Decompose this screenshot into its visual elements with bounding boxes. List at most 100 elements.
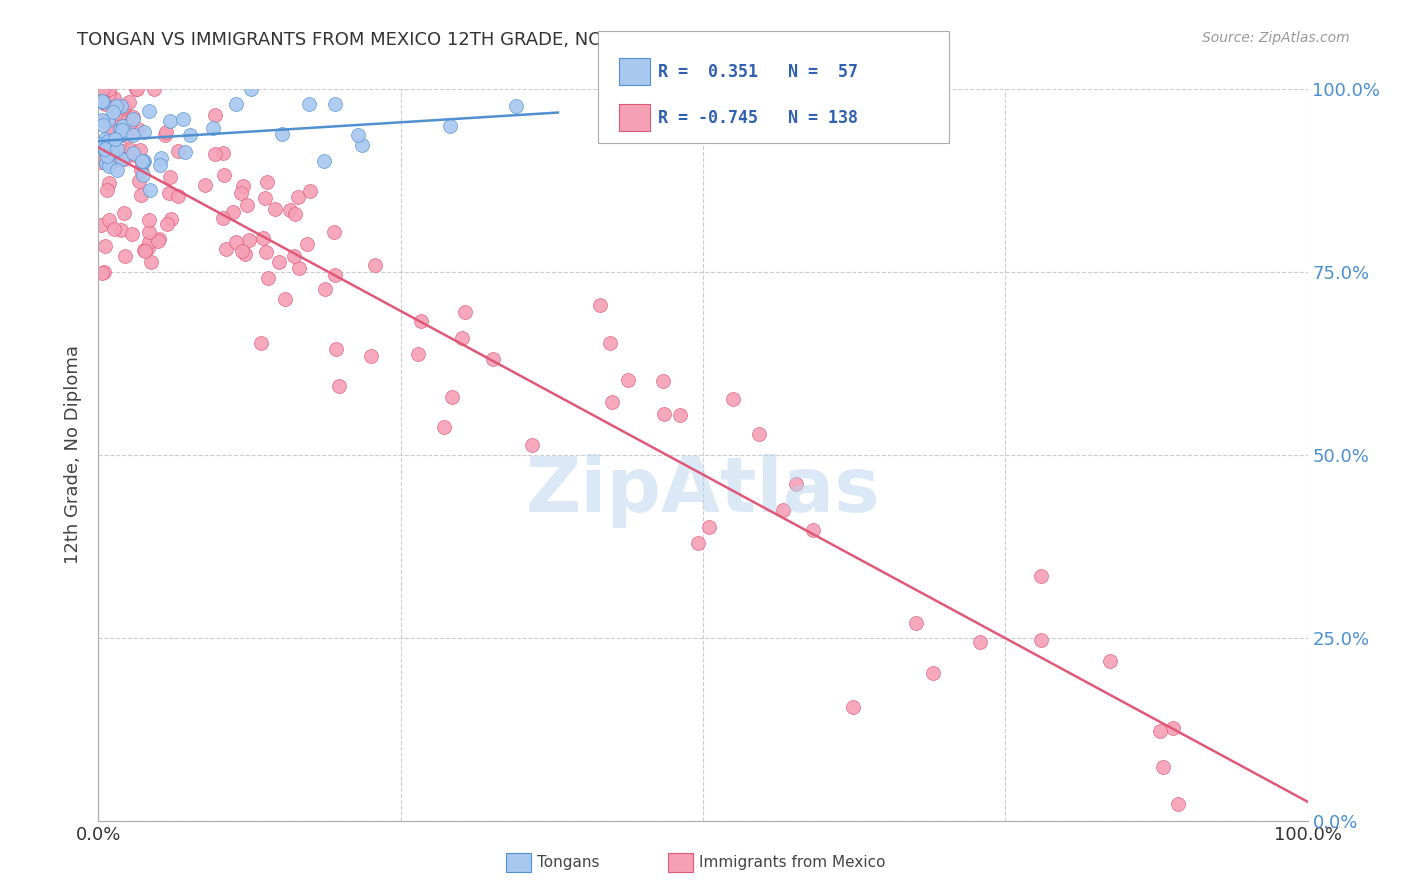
Point xyxy=(105,148,128,162)
Point xyxy=(104,153,127,167)
Point xyxy=(617,373,640,387)
Text: R = -0.745   N = 138: R = -0.745 N = 138 xyxy=(658,109,858,127)
Point xyxy=(112,99,135,113)
Point xyxy=(134,244,156,258)
Point xyxy=(111,152,134,166)
Point xyxy=(91,118,114,132)
Point xyxy=(1149,723,1171,738)
Point xyxy=(97,176,120,190)
Point xyxy=(229,186,252,200)
Text: Source: ZipAtlas.com: Source: ZipAtlas.com xyxy=(1202,31,1350,45)
Point xyxy=(93,114,115,128)
Point xyxy=(97,213,120,227)
Point xyxy=(96,183,118,197)
Point xyxy=(224,235,246,250)
Point xyxy=(252,231,274,245)
Point xyxy=(772,503,794,517)
Point xyxy=(129,162,152,177)
Point xyxy=(697,520,720,534)
Point xyxy=(125,82,148,96)
Point xyxy=(520,438,543,452)
Point xyxy=(1099,654,1122,668)
Point xyxy=(599,336,621,351)
Point xyxy=(136,241,159,255)
Point xyxy=(97,112,120,127)
Point xyxy=(174,145,197,159)
Text: Tongans: Tongans xyxy=(537,855,599,870)
Point xyxy=(138,225,160,239)
Point xyxy=(904,615,927,630)
Point xyxy=(101,136,124,151)
Point xyxy=(104,98,127,112)
Point xyxy=(150,151,173,165)
Point xyxy=(132,153,155,168)
Point xyxy=(90,150,112,164)
Point xyxy=(231,244,253,258)
Point xyxy=(194,178,217,193)
Point xyxy=(314,282,336,296)
Point xyxy=(138,104,160,119)
Point xyxy=(134,243,156,257)
Point xyxy=(121,227,143,241)
Point xyxy=(1029,569,1052,583)
Point xyxy=(505,99,527,113)
Point xyxy=(240,82,263,96)
Point xyxy=(118,116,141,130)
Point xyxy=(97,159,120,173)
Point xyxy=(669,409,692,423)
Point xyxy=(352,138,374,153)
Point xyxy=(90,136,112,151)
Point xyxy=(273,292,295,306)
Y-axis label: 12th Grade, No Diploma: 12th Grade, No Diploma xyxy=(65,345,83,565)
Point xyxy=(128,174,150,188)
Point xyxy=(166,144,188,158)
Point xyxy=(166,189,188,203)
Point xyxy=(105,162,128,177)
Point xyxy=(112,145,135,159)
Point xyxy=(347,128,370,142)
Point xyxy=(204,108,226,122)
Point xyxy=(257,271,280,285)
Point xyxy=(155,125,177,139)
Point xyxy=(110,222,132,236)
Point xyxy=(139,255,162,269)
Point xyxy=(432,420,454,434)
Text: Immigrants from Mexico: Immigrants from Mexico xyxy=(699,855,886,870)
Point xyxy=(101,104,124,119)
Point xyxy=(159,170,181,185)
Point xyxy=(723,392,745,406)
Point xyxy=(108,128,131,143)
Point xyxy=(121,112,143,126)
Point xyxy=(112,153,135,167)
Point xyxy=(115,128,138,143)
Point xyxy=(264,202,287,216)
Point xyxy=(149,158,172,172)
Point xyxy=(93,142,115,156)
Point xyxy=(271,127,294,141)
Point xyxy=(322,225,344,239)
Point xyxy=(94,96,117,111)
Point xyxy=(172,112,194,127)
Point xyxy=(686,536,709,550)
Point xyxy=(801,523,824,537)
Point xyxy=(101,145,124,159)
Point xyxy=(131,157,153,171)
Point xyxy=(236,197,259,211)
Point xyxy=(93,265,115,279)
Point xyxy=(111,120,134,134)
Text: R =  0.351   N =  57: R = 0.351 N = 57 xyxy=(658,62,858,80)
Point xyxy=(146,234,169,248)
Point xyxy=(214,168,236,182)
Point xyxy=(138,213,160,227)
Point xyxy=(103,222,125,236)
Point xyxy=(103,91,125,105)
Point xyxy=(222,204,245,219)
Point xyxy=(104,105,127,120)
Point xyxy=(288,260,311,275)
Point xyxy=(159,114,181,128)
Text: ZipAtlas: ZipAtlas xyxy=(526,455,880,528)
Point xyxy=(295,236,318,251)
Point xyxy=(142,82,165,96)
Point xyxy=(122,110,145,124)
Point xyxy=(114,249,136,263)
